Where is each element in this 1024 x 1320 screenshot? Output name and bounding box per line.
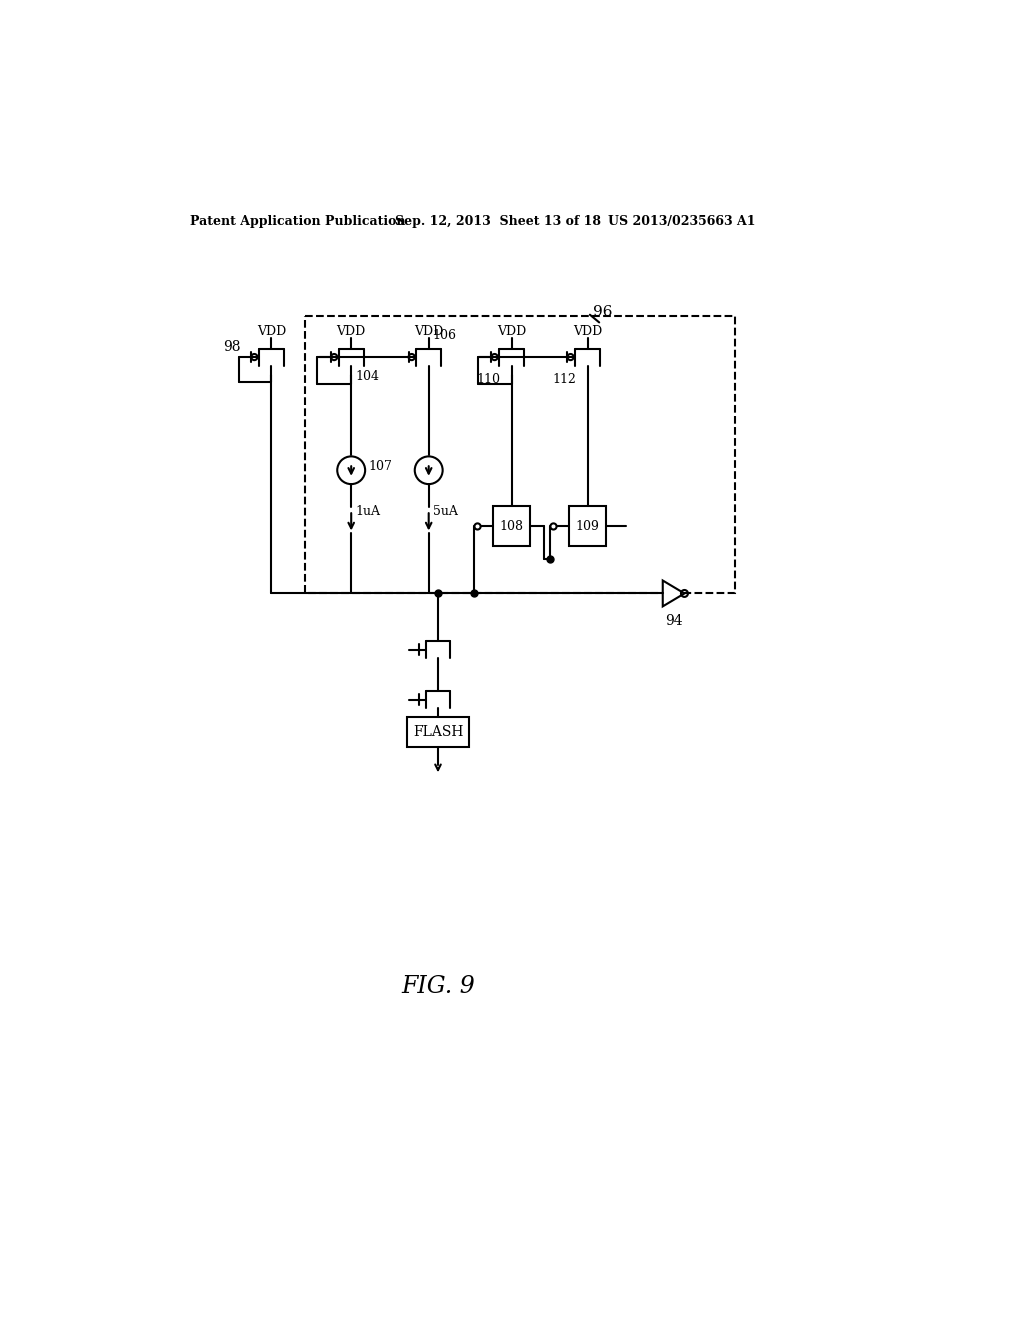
Text: VDD: VDD — [337, 325, 366, 338]
Text: 1uA: 1uA — [355, 506, 380, 519]
Text: 109: 109 — [575, 520, 599, 533]
Bar — [305, 317, 735, 594]
Polygon shape — [663, 581, 684, 606]
Text: VDD: VDD — [497, 325, 526, 338]
Text: VDD: VDD — [573, 325, 602, 338]
Text: US 2013/0235663 A1: US 2013/0235663 A1 — [608, 215, 756, 228]
Text: 5uA: 5uA — [432, 506, 458, 519]
Text: 108: 108 — [500, 520, 523, 533]
Text: 98: 98 — [223, 341, 241, 354]
Bar — [493, 507, 530, 546]
Text: 104: 104 — [355, 370, 379, 383]
Text: 96: 96 — [593, 305, 612, 319]
Bar — [407, 718, 469, 747]
Text: 110: 110 — [476, 372, 501, 385]
Text: 107: 107 — [369, 459, 392, 473]
Text: 94: 94 — [665, 614, 682, 628]
Text: Patent Application Publication: Patent Application Publication — [190, 215, 406, 228]
Text: VDD: VDD — [414, 325, 443, 338]
Text: FLASH: FLASH — [413, 725, 463, 739]
Text: 106: 106 — [432, 329, 457, 342]
Text: FIG. 9: FIG. 9 — [401, 974, 475, 998]
Text: 112: 112 — [552, 372, 577, 385]
Bar — [569, 507, 606, 546]
Text: VDD: VDD — [257, 325, 286, 338]
Text: Sep. 12, 2013  Sheet 13 of 18: Sep. 12, 2013 Sheet 13 of 18 — [395, 215, 601, 228]
